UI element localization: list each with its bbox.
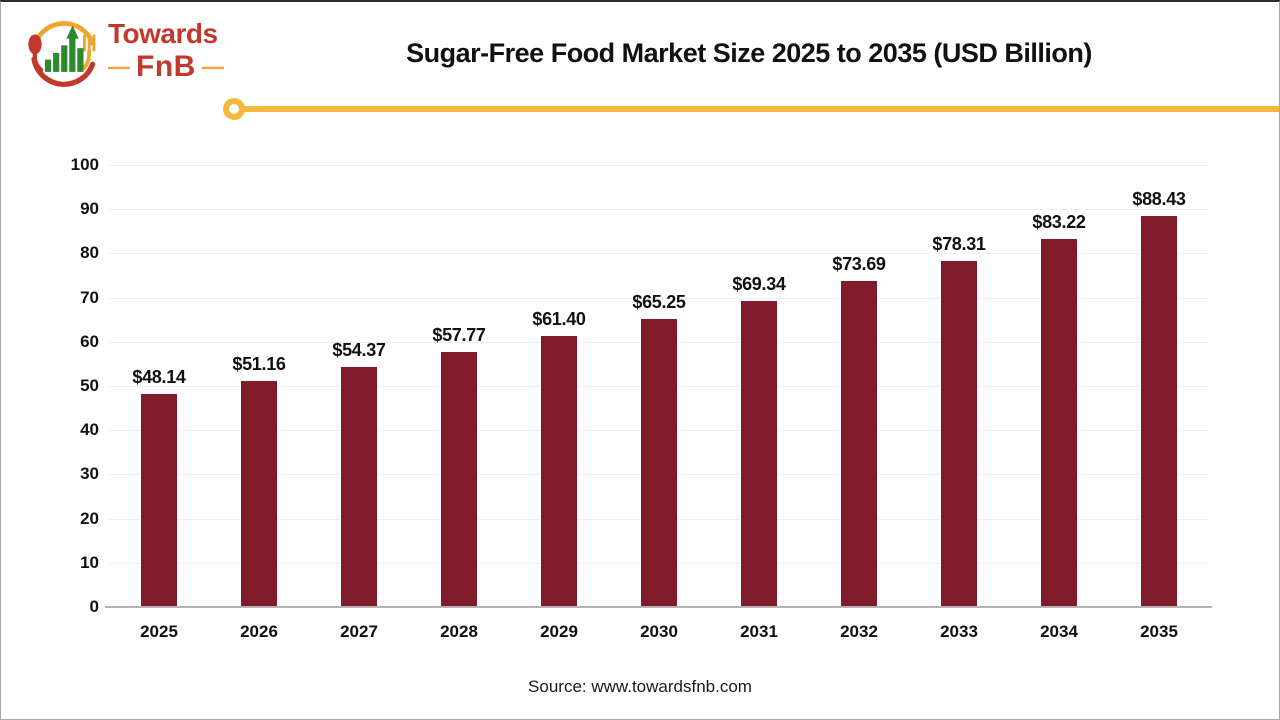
x-tick-label-2032: 2032 [840, 622, 878, 641]
bar-value-label-2032: $73.69 [832, 254, 886, 275]
bar-value-label-2033: $78.31 [932, 233, 986, 254]
y-tick-label-70: 70 [80, 287, 99, 307]
brand-name-towards: Towards [108, 18, 218, 49]
bar-2026 [241, 380, 277, 607]
divider-circle-icon [223, 98, 245, 120]
arrow-up-icon [66, 25, 79, 39]
x-tick-label-2034: 2034 [1040, 622, 1078, 641]
divider-line [241, 106, 1279, 112]
x-tick-label-2025: 2025 [140, 622, 178, 641]
y-tick-label-0: 0 [89, 597, 99, 616]
bar-value-label-2025: $48.14 [132, 367, 186, 388]
x-tick-label-2028: 2028 [440, 622, 478, 641]
bar-2032 [841, 281, 877, 607]
brand-dash-left: — [108, 54, 130, 79]
y-axis-labels: 0 10 20 30 40 50 60 70 80 90 100 [31, 155, 99, 616]
bar-2033 [941, 260, 977, 607]
x-tick-label-2027: 2027 [340, 622, 378, 641]
y-tick-label-50: 50 [80, 376, 99, 395]
plot-area: $48.14 $51.16 $54.37 $57.77 $61.40 $65.25 $69.… [109, 165, 1209, 607]
y-tick-label-80: 80 [80, 243, 99, 263]
bar-value-label-2028: $57.77 [432, 324, 486, 345]
gridline-70 [109, 297, 1209, 299]
x-tick-label-2029: 2029 [540, 622, 578, 641]
bar-2029 [541, 335, 577, 607]
y-tick-label-40: 40 [80, 420, 99, 440]
bar-2031 [741, 300, 777, 607]
bar-2030 [641, 318, 677, 607]
y-tick-label-10: 10 [80, 552, 99, 572]
x-axis-line [105, 606, 1212, 608]
bar-value-label-2034: $83.22 [1032, 212, 1086, 233]
growth-bars-icon [44, 25, 84, 72]
x-tick-label-2030: 2030 [640, 622, 678, 641]
gridline-100 [109, 165, 1209, 166]
bar-value-label-2035: $88.43 [1132, 189, 1186, 210]
brand-dash-right: — [201, 54, 224, 79]
towardsfnb-logo: Towards — FnB — [25, 12, 224, 90]
brand-text: Towards — FnB — [108, 20, 224, 82]
bar-value-label-2031: $69.34 [732, 273, 786, 294]
x-tick-label-2033: 2033 [940, 622, 978, 641]
bar-value-label-2029: $61.40 [532, 308, 586, 329]
spoon-icon [28, 34, 42, 55]
x-tick-label-2035: 2035 [1140, 622, 1178, 641]
bar-2025 [141, 394, 177, 607]
y-tick-label-60: 60 [80, 331, 99, 351]
x-tick-label-2026: 2026 [240, 622, 278, 641]
x-tick-label-2031: 2031 [740, 622, 778, 641]
y-tick-label-100: 100 [70, 155, 99, 174]
chart-title: Sugar-Free Food Market Size 2025 to 2035… [406, 38, 1092, 68]
gridline-80 [109, 253, 1209, 255]
x-axis-labels: 2025 2026 2027 2028 2029 2030 2031 2032 2033 2034… [109, 620, 1209, 644]
bar-value-label-2027: $54.37 [332, 339, 386, 360]
source-text: Source: www.towardsfnb.com [528, 677, 752, 696]
gridline-90 [109, 209, 1209, 211]
bar-2027 [341, 366, 377, 607]
bar-2034 [1041, 239, 1077, 607]
towardsfnb-logo-icon [28, 21, 96, 87]
bar-2035 [1141, 216, 1177, 607]
y-tick-label-30: 30 [80, 464, 99, 484]
bar-value-label-2030: $65.25 [632, 291, 686, 312]
fork-icon [82, 34, 96, 71]
y-tick-label-20: 20 [80, 508, 99, 528]
bar-2028 [441, 351, 477, 607]
y-tick-label-90: 90 [80, 199, 99, 219]
brand-name-fnb: FnB [136, 50, 196, 83]
bar-value-label-2026: $51.16 [232, 353, 286, 374]
